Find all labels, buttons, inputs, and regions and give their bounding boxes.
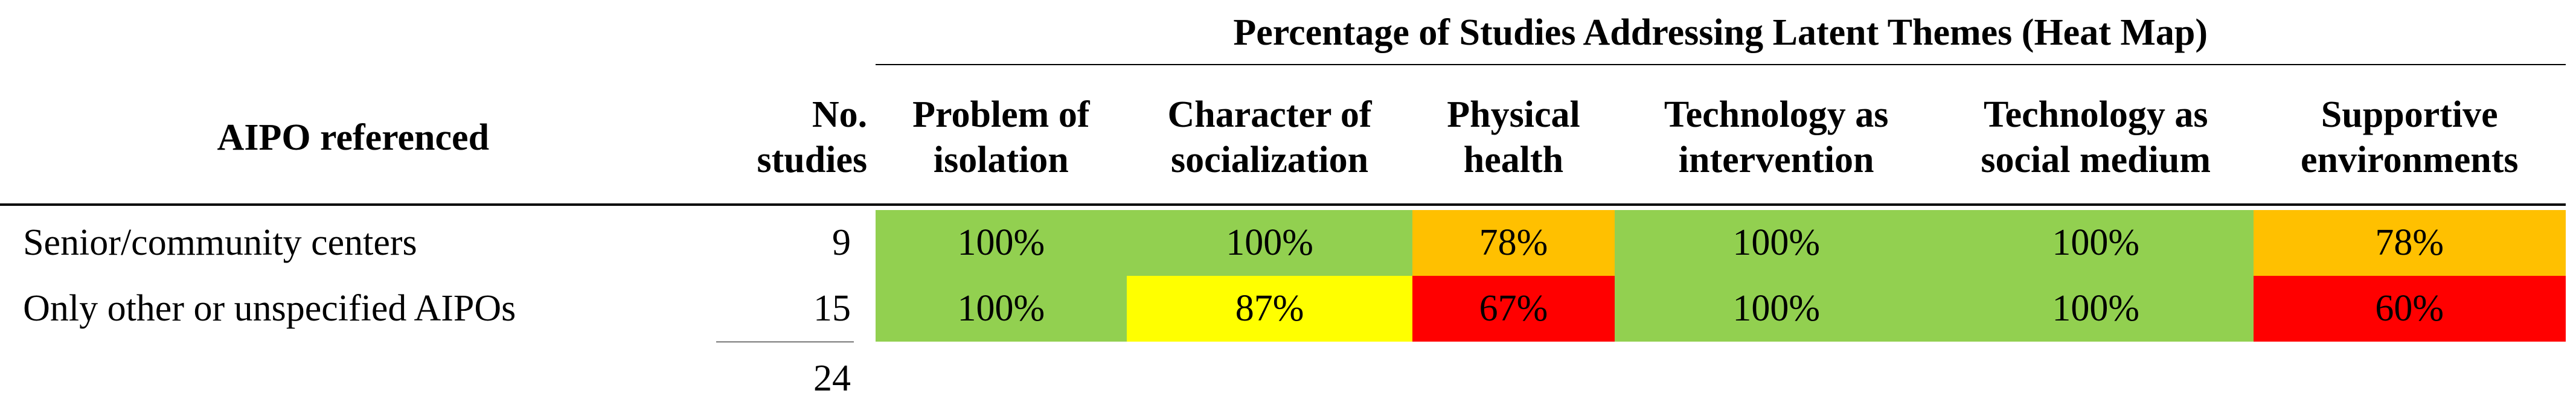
title-rule bbox=[875, 64, 2566, 66]
row-label: Only other or unspecified AIPOs bbox=[23, 287, 516, 329]
row-label-header: AIPO referenced bbox=[217, 116, 490, 158]
count-header: No. studies bbox=[757, 94, 868, 181]
theme-header: Supportive environments bbox=[2300, 94, 2519, 181]
header-rule bbox=[0, 203, 2566, 206]
heat-cell: 100% bbox=[1614, 210, 1938, 276]
total-count: 24 bbox=[813, 358, 851, 400]
heat-cell: 100% bbox=[1938, 275, 2254, 342]
heat-cell: 60% bbox=[2253, 275, 2566, 342]
theme-header: Physical health bbox=[1447, 94, 1580, 181]
heat-cell: 78% bbox=[2253, 210, 2566, 276]
heat-cell: 100% bbox=[1126, 210, 1413, 276]
row-count: 9 bbox=[831, 222, 851, 263]
theme-header: Problem of isolation bbox=[912, 94, 1090, 181]
heat-cell: 100% bbox=[1938, 210, 2254, 276]
heat-cell: 100% bbox=[875, 210, 1127, 276]
theme-header: Technology as social medium bbox=[1981, 94, 2211, 181]
heat-cell: 67% bbox=[1412, 275, 1615, 342]
heat-cell: 78% bbox=[1412, 210, 1615, 276]
heat-cell: 87% bbox=[1126, 275, 1413, 342]
heat-cell: 100% bbox=[875, 275, 1127, 342]
theme-header: Character of socialization bbox=[1167, 94, 1372, 181]
heat-cell: 100% bbox=[1614, 275, 1938, 342]
theme-header: Technology as intervention bbox=[1664, 94, 1889, 181]
sum-rule bbox=[716, 341, 854, 343]
table-title: Percentage of Studies Addressing Latent … bbox=[1233, 11, 2208, 53]
row-count: 15 bbox=[813, 287, 851, 329]
row-label: Senior/community centers bbox=[23, 222, 417, 263]
